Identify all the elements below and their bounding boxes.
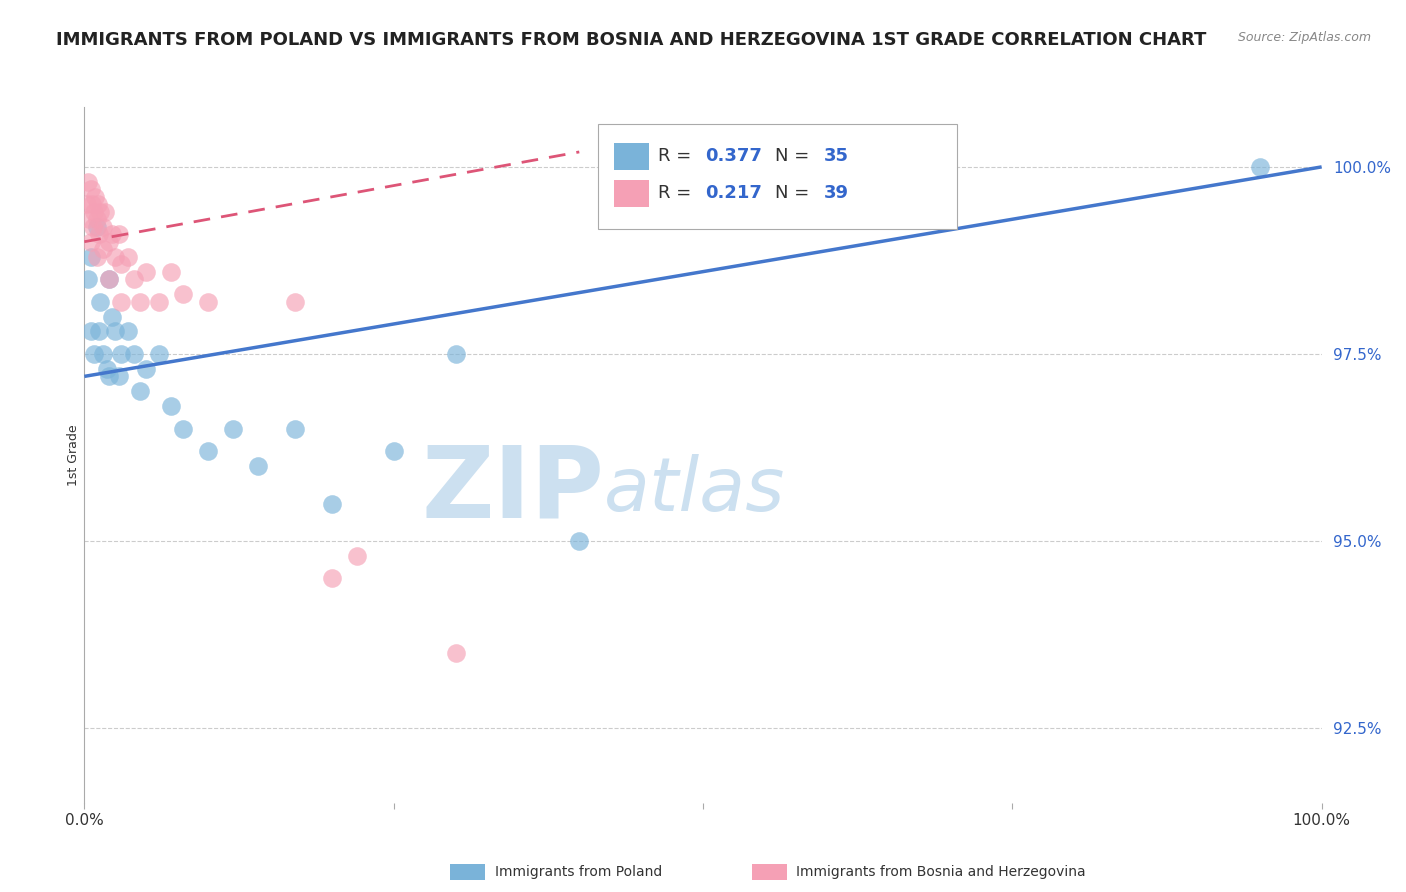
Point [117,250,139,264]
Point [84,190,107,204]
Point [77,175,100,189]
Point [321,497,343,511]
Point [86,219,108,234]
Point [108,369,131,384]
Point [96,362,118,376]
Point [89,227,111,242]
Text: 0.217: 0.217 [706,185,762,202]
Point [91,242,114,256]
Point [1249,160,1271,174]
Point [284,422,307,436]
Point [129,384,152,399]
Y-axis label: 1st Grade: 1st Grade [67,424,80,486]
Point [77,272,100,286]
Point [122,347,145,361]
Point [79,250,101,264]
Point [110,347,132,361]
Text: 39: 39 [824,185,849,202]
Point [321,571,343,585]
Text: atlas: atlas [605,454,786,525]
Point [76,197,98,211]
Text: 35: 35 [824,147,849,165]
Point [98,369,121,384]
Point [100,227,122,242]
Text: N =: N = [775,185,814,202]
Point [104,325,127,339]
Text: Immigrants from Bosnia and Herzegovina: Immigrants from Bosnia and Herzegovina [796,865,1085,880]
Point [148,294,170,309]
Point [89,325,111,339]
Point [129,294,152,309]
Point [79,235,101,249]
Point [197,294,219,309]
Text: N =: N = [775,147,814,165]
Point [110,257,132,271]
Point [148,347,170,361]
FancyBboxPatch shape [598,124,956,229]
Point [94,204,117,219]
Text: Immigrants from Poland: Immigrants from Poland [495,865,662,880]
Point [108,227,131,242]
Point [568,533,591,548]
Point [79,182,101,196]
Text: R =: R = [658,147,697,165]
Point [117,325,139,339]
Point [100,310,122,324]
Point [91,219,114,234]
Point [135,265,157,279]
Point [86,212,108,227]
Point [444,646,467,660]
FancyBboxPatch shape [614,144,648,169]
Point [98,272,121,286]
Point [444,347,467,361]
Point [135,362,157,376]
Text: Source: ZipAtlas.com: Source: ZipAtlas.com [1237,31,1371,45]
Point [86,250,108,264]
Point [79,325,101,339]
Point [104,250,127,264]
Point [83,347,105,361]
Text: ZIP: ZIP [422,442,605,538]
Point [91,347,114,361]
Point [89,204,111,219]
Point [79,212,101,227]
Point [246,459,269,474]
Point [382,444,405,458]
Point [87,197,110,211]
Point [197,444,219,458]
Point [284,294,307,309]
Point [160,399,183,413]
Text: IMMIGRANTS FROM POLAND VS IMMIGRANTS FROM BOSNIA AND HERZEGOVINA 1ST GRADE CORRE: IMMIGRANTS FROM POLAND VS IMMIGRANTS FRO… [56,31,1206,49]
Point [122,272,145,286]
Point [82,219,104,234]
Point [80,197,103,211]
Point [172,287,194,301]
Point [346,549,368,563]
Point [110,294,132,309]
Point [98,235,121,249]
Text: R =: R = [658,185,697,202]
Point [172,422,194,436]
Point [160,265,183,279]
Point [222,422,245,436]
FancyBboxPatch shape [614,180,648,207]
Text: 0.377: 0.377 [706,147,762,165]
Point [89,294,111,309]
Point [83,204,105,219]
Point [98,272,121,286]
